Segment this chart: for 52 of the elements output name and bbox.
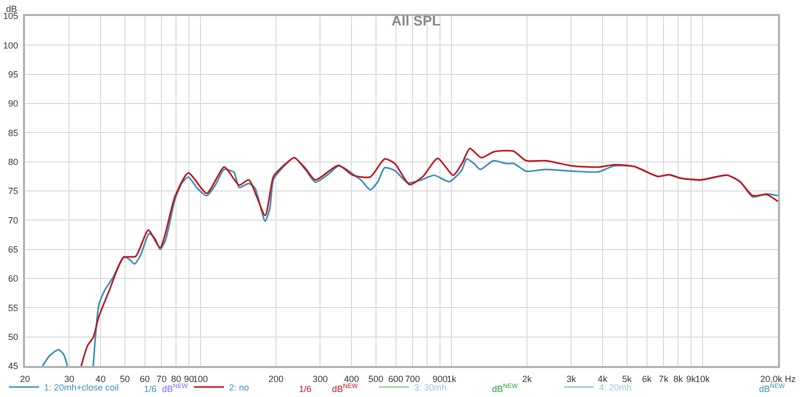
x-tick-label: 300: [312, 374, 328, 384]
legend-label: 4: 20mh: [599, 382, 632, 393]
x-tick-label: 700: [405, 374, 420, 384]
x-tick-label: 100: [192, 374, 208, 384]
x-tick-label: 4k: [598, 374, 608, 384]
legend-label: 3: 30mh: [414, 382, 447, 393]
x-tick-label: 500: [368, 374, 384, 384]
text: 1/6: [144, 384, 157, 394]
y-tick-label: 75: [8, 186, 18, 196]
y-tick-label: 60: [8, 274, 18, 284]
x-tick-label: 3k: [566, 374, 576, 384]
x-tick-label: 400: [344, 374, 360, 384]
text: dB$^{NEW}$: [759, 383, 785, 394]
y-tick-label: 80: [8, 156, 18, 167]
x-tick-label: 8k: [673, 374, 684, 384]
text: dB$^{NEW}$: [162, 383, 188, 394]
x-tick-label: 2k: [522, 374, 532, 384]
y-tick-label: 105: [3, 11, 18, 22]
y-tick-label: 50: [8, 332, 18, 342]
x-tick-label: 900: [432, 374, 448, 384]
legend-label: 1: 20mh+close coil: [44, 382, 119, 393]
x-tick-label: 50: [120, 374, 130, 384]
x-tick-label: 30: [64, 374, 74, 384]
x-tick-label: 90: [184, 374, 194, 384]
x-tick-label: 20: [20, 374, 30, 384]
x-tick-label: 600: [388, 374, 404, 384]
text: dB$^{NEW}$: [332, 383, 358, 394]
text: 1/6: [299, 384, 312, 394]
text: dB$^{NEW}$: [492, 383, 518, 394]
x-tick-label: 5k: [622, 374, 632, 384]
chart-title: All SPL: [391, 12, 441, 29]
x-tick-label: 9k: [686, 374, 696, 384]
y-tick-label: 100: [3, 40, 18, 50]
x-tick-label: 70: [156, 374, 167, 384]
y-axis-title: dB: [6, 4, 18, 14]
legend-label: 2: no: [229, 382, 250, 393]
x-tick-label: 7k: [658, 374, 669, 384]
x-tick-label: 20,0k Hz: [760, 374, 796, 384]
y-tick-label: 45: [8, 361, 18, 372]
x-tick-label: 200: [268, 374, 284, 384]
y-tick-label: 70: [8, 215, 18, 226]
y-tick-label: 85: [8, 128, 18, 138]
x-tick-label: 6k: [642, 374, 652, 384]
y-tick-label: 95: [8, 69, 18, 80]
x-tick-label: 1k: [446, 374, 457, 384]
x-tick-label: 60: [140, 374, 150, 384]
y-tick-label: 90: [8, 98, 18, 109]
y-tick-label: 65: [8, 244, 18, 254]
y-tick-label: 55: [8, 302, 18, 313]
x-tick-label: 80: [171, 374, 182, 384]
x-tick-label: 10k: [695, 374, 710, 384]
x-tick-label: 40: [96, 374, 106, 384]
